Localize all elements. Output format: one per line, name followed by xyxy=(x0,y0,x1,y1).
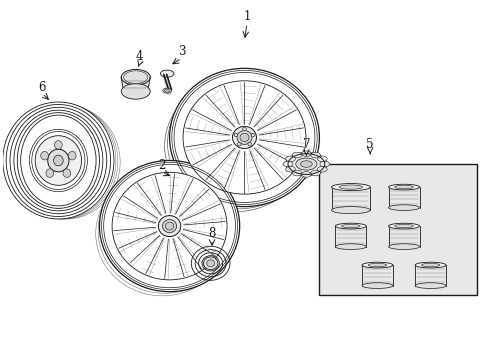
Ellipse shape xyxy=(414,262,445,268)
Ellipse shape xyxy=(301,151,310,157)
Ellipse shape xyxy=(46,169,54,177)
Ellipse shape xyxy=(240,133,248,141)
Ellipse shape xyxy=(421,264,439,267)
Ellipse shape xyxy=(317,156,326,162)
Ellipse shape xyxy=(292,152,302,158)
Ellipse shape xyxy=(335,244,366,249)
Ellipse shape xyxy=(388,223,419,229)
Ellipse shape xyxy=(163,88,171,93)
Ellipse shape xyxy=(158,216,181,237)
Ellipse shape xyxy=(388,205,419,211)
Ellipse shape xyxy=(237,143,241,146)
Ellipse shape xyxy=(160,70,174,77)
Text: 3: 3 xyxy=(178,45,185,58)
Ellipse shape xyxy=(237,131,251,144)
Ellipse shape xyxy=(35,136,81,185)
Ellipse shape xyxy=(242,127,246,131)
Ellipse shape xyxy=(388,184,419,190)
Text: 7: 7 xyxy=(302,138,309,151)
Ellipse shape xyxy=(48,149,69,172)
Ellipse shape xyxy=(164,89,169,92)
Ellipse shape xyxy=(285,166,295,172)
Ellipse shape xyxy=(331,207,369,214)
Ellipse shape xyxy=(388,244,419,249)
Ellipse shape xyxy=(283,161,292,167)
Ellipse shape xyxy=(295,158,316,170)
Text: 4: 4 xyxy=(136,50,143,63)
Ellipse shape xyxy=(41,152,48,160)
Ellipse shape xyxy=(247,143,251,146)
Ellipse shape xyxy=(317,166,326,172)
Ellipse shape xyxy=(300,161,312,167)
Text: 8: 8 xyxy=(208,227,215,240)
Ellipse shape xyxy=(310,152,320,158)
Text: 1: 1 xyxy=(243,10,250,23)
Text: 5: 5 xyxy=(366,138,373,151)
Ellipse shape xyxy=(319,161,329,167)
Ellipse shape xyxy=(54,141,62,149)
Ellipse shape xyxy=(394,185,412,189)
Ellipse shape xyxy=(3,102,114,219)
Ellipse shape xyxy=(301,172,310,177)
Text: 2: 2 xyxy=(158,159,165,172)
Ellipse shape xyxy=(341,224,359,228)
Ellipse shape xyxy=(285,156,295,162)
Ellipse shape xyxy=(99,161,239,292)
Ellipse shape xyxy=(53,155,63,166)
Ellipse shape xyxy=(361,283,392,288)
Ellipse shape xyxy=(394,224,412,228)
Bar xyxy=(319,164,476,295)
Ellipse shape xyxy=(121,84,150,99)
Ellipse shape xyxy=(162,220,176,233)
Ellipse shape xyxy=(251,133,254,137)
Ellipse shape xyxy=(63,169,71,177)
Ellipse shape xyxy=(414,283,445,288)
Ellipse shape xyxy=(203,257,218,270)
Ellipse shape xyxy=(206,260,214,267)
Ellipse shape xyxy=(234,133,237,137)
Ellipse shape xyxy=(285,153,326,175)
Ellipse shape xyxy=(183,81,305,194)
Ellipse shape xyxy=(169,68,319,207)
Ellipse shape xyxy=(121,69,150,85)
Ellipse shape xyxy=(331,184,369,191)
Ellipse shape xyxy=(310,170,320,176)
Ellipse shape xyxy=(165,222,173,230)
Ellipse shape xyxy=(367,264,386,267)
Ellipse shape xyxy=(123,71,147,84)
Ellipse shape xyxy=(232,126,256,149)
Ellipse shape xyxy=(335,223,366,229)
Ellipse shape xyxy=(68,152,76,160)
Ellipse shape xyxy=(112,172,226,280)
Ellipse shape xyxy=(292,170,302,176)
Ellipse shape xyxy=(361,262,392,268)
Text: 6: 6 xyxy=(39,81,46,94)
Ellipse shape xyxy=(339,185,362,189)
